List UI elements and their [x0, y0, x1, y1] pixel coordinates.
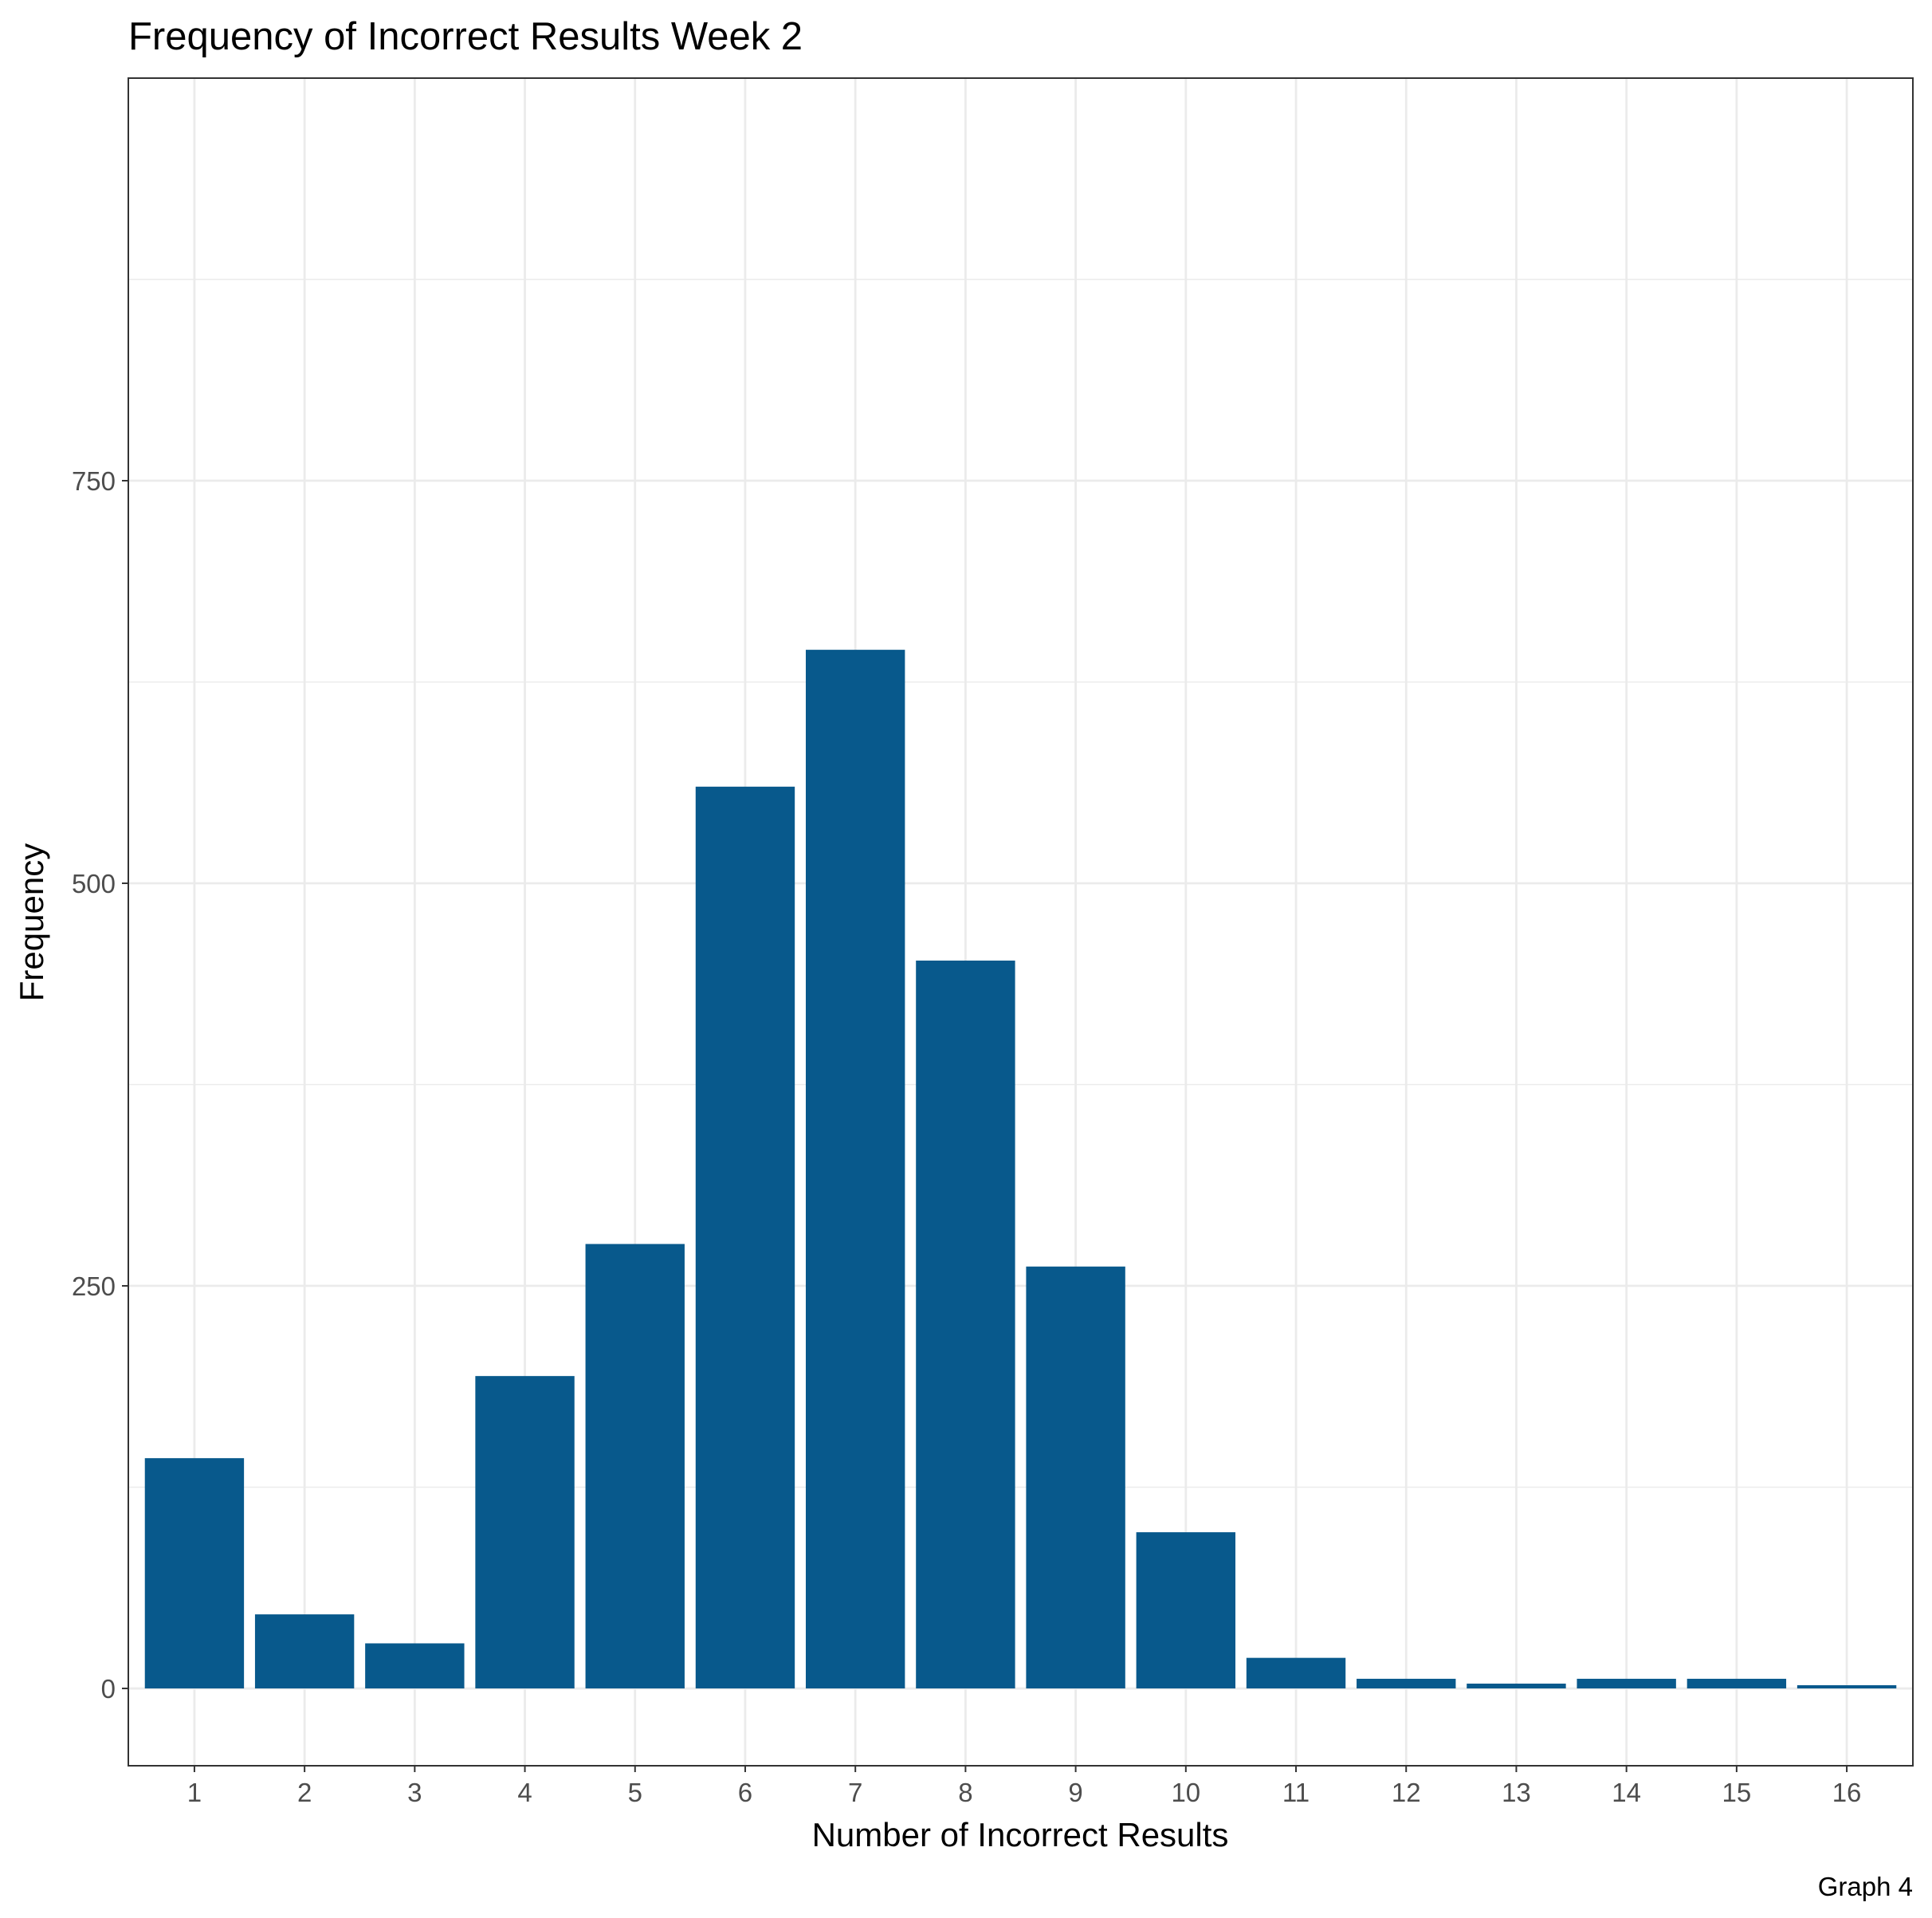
x-tick-label: 13	[1502, 1778, 1531, 1807]
bar-15	[1687, 1678, 1787, 1689]
bars	[144, 650, 1897, 1689]
x-tick-label: 4	[517, 1778, 532, 1807]
bar-1	[144, 1458, 245, 1689]
bar-14	[1577, 1678, 1676, 1689]
bar-8	[916, 960, 1015, 1689]
bar-16	[1797, 1684, 1897, 1689]
x-tick-label: 10	[1171, 1778, 1200, 1807]
x-tick-label: 15	[1722, 1778, 1752, 1807]
x-axis: 1 2 3 4 5 6 7 8 9 10 11 12 13 14 15 16	[187, 1766, 1862, 1807]
y-axis-title: Frequency	[13, 843, 50, 1001]
x-tick-label: 8	[958, 1778, 972, 1807]
x-tick-label: 5	[628, 1778, 642, 1807]
bar-5	[585, 1244, 685, 1689]
bar-11	[1246, 1657, 1346, 1689]
bar-6	[695, 786, 795, 1689]
chart-caption: Graph 4	[1818, 1872, 1913, 1901]
x-tick-label: 3	[407, 1778, 422, 1807]
x-tick-label: 16	[1832, 1778, 1862, 1807]
bar-12	[1357, 1678, 1456, 1689]
x-tick-label: 6	[738, 1778, 752, 1807]
panel-border	[128, 77, 1914, 1767]
bar-4	[475, 1376, 575, 1689]
bar-9	[1026, 1266, 1125, 1689]
x-tick-label: 9	[1068, 1778, 1082, 1807]
bar-3	[365, 1643, 465, 1689]
bar-10	[1136, 1532, 1236, 1689]
x-tick-label: 11	[1282, 1778, 1310, 1807]
y-tick-label: 500	[72, 869, 116, 898]
y-axis: 0 250 500 750	[72, 466, 128, 1704]
bar-2	[254, 1614, 355, 1689]
y-tick-label: 250	[72, 1271, 116, 1301]
bar-7	[805, 650, 905, 1689]
x-tick-label: 12	[1392, 1778, 1421, 1807]
x-tick-label: 7	[848, 1778, 862, 1807]
chart-title: Frequency of Incorrect Results Week 2	[128, 15, 803, 58]
x-tick-label: 14	[1612, 1778, 1641, 1807]
y-tick-label: 0	[101, 1674, 116, 1704]
x-axis-title: Number of Incorrect Results	[812, 1816, 1229, 1853]
x-tick-label: 2	[297, 1778, 312, 1807]
bar-13	[1467, 1683, 1566, 1689]
x-tick-label: 1	[187, 1778, 202, 1807]
y-tick-label: 750	[72, 466, 116, 496]
